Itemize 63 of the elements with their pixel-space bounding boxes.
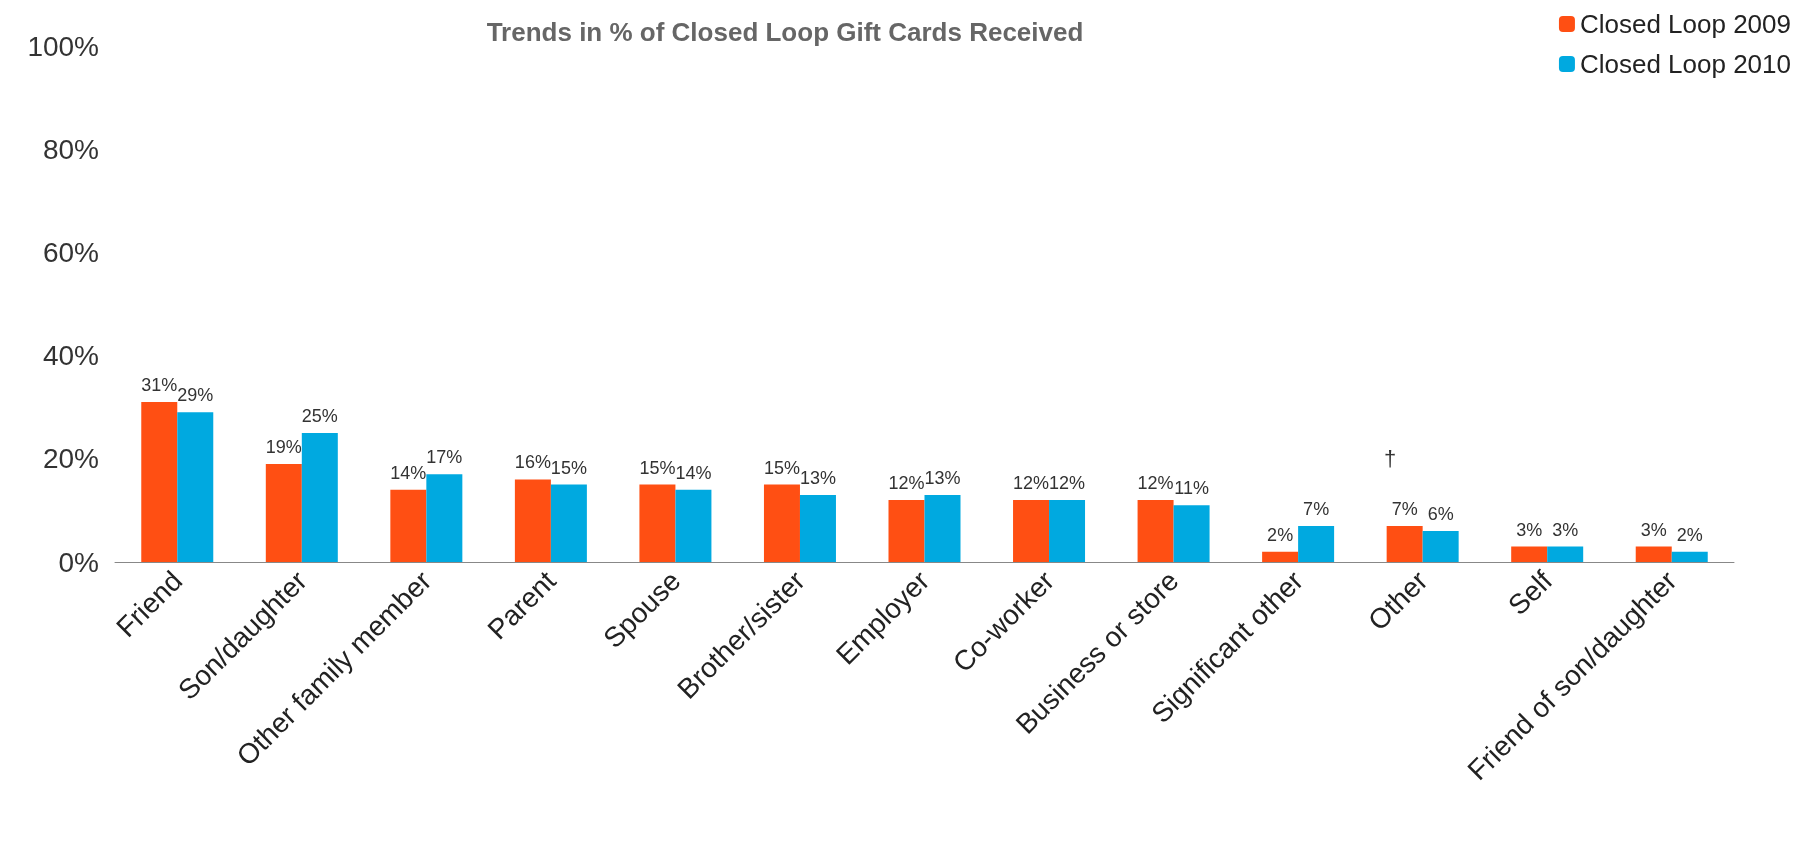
bar — [1013, 500, 1050, 562]
legend-label: Closed Loop 2009 — [1579, 9, 1791, 39]
bar — [1511, 546, 1548, 562]
data-label: 15% — [550, 457, 587, 478]
bar — [1298, 525, 1335, 562]
data-label: 31% — [141, 375, 178, 396]
x-tick-label: Self — [1502, 564, 1559, 622]
legend-label: Closed Loop 2010 — [1579, 49, 1791, 79]
bar — [675, 489, 712, 562]
bar — [1049, 500, 1086, 562]
y-tick-label: 0% — [58, 546, 99, 578]
bar — [639, 484, 676, 562]
data-label: 15% — [763, 457, 800, 478]
bar — [265, 463, 302, 562]
data-label: 3% — [1552, 519, 1579, 540]
data-label: 14% — [675, 462, 712, 483]
bar — [1422, 531, 1459, 562]
data-label: 14% — [390, 462, 427, 483]
data-label: 2% — [1267, 524, 1294, 545]
data-label: 16% — [514, 452, 551, 473]
data-label: 6% — [1427, 504, 1454, 525]
data-label: 7% — [1391, 498, 1418, 519]
data-label: 2% — [1676, 524, 1703, 545]
bar — [550, 484, 587, 562]
data-label: 12% — [1013, 473, 1050, 494]
data-label: 17% — [426, 447, 463, 468]
data-label: 11% — [1174, 478, 1209, 499]
bar — [390, 489, 427, 562]
bar — [763, 484, 800, 562]
bar — [799, 494, 836, 562]
bar — [1173, 505, 1210, 562]
bar — [888, 500, 925, 562]
data-label: 15% — [639, 457, 676, 478]
bar — [141, 402, 178, 562]
data-label: 29% — [177, 385, 214, 406]
y-tick-label: 20% — [42, 443, 99, 475]
y-tick-label: 100% — [27, 30, 99, 62]
y-tick-label: 80% — [42, 133, 99, 165]
data-label: 12% — [1137, 473, 1174, 494]
data-label: 13% — [924, 467, 961, 488]
bar — [301, 433, 338, 562]
data-label: 12% — [888, 473, 925, 494]
data-label: 7% — [1303, 498, 1330, 519]
bar — [1671, 551, 1708, 562]
y-tick-label: 60% — [42, 236, 99, 268]
data-label: 3% — [1640, 519, 1667, 540]
bar — [426, 474, 463, 562]
bar — [1635, 546, 1672, 562]
bar — [1547, 546, 1584, 562]
bar — [514, 479, 551, 562]
data-label: 19% — [265, 436, 302, 457]
data-label: 3% — [1516, 519, 1543, 540]
y-tick-label: 40% — [42, 340, 99, 372]
bar — [1137, 500, 1174, 562]
bar — [924, 494, 961, 562]
bar — [1386, 525, 1423, 562]
annotation: † — [1383, 445, 1397, 471]
data-label: 13% — [799, 467, 836, 488]
bar — [177, 412, 214, 562]
data-label: 25% — [301, 406, 338, 426]
bar — [1262, 551, 1299, 562]
chart-title: Trends in % of Closed Loop Gift Cards Received — [486, 17, 1084, 47]
data-label: 12% — [1049, 473, 1086, 494]
